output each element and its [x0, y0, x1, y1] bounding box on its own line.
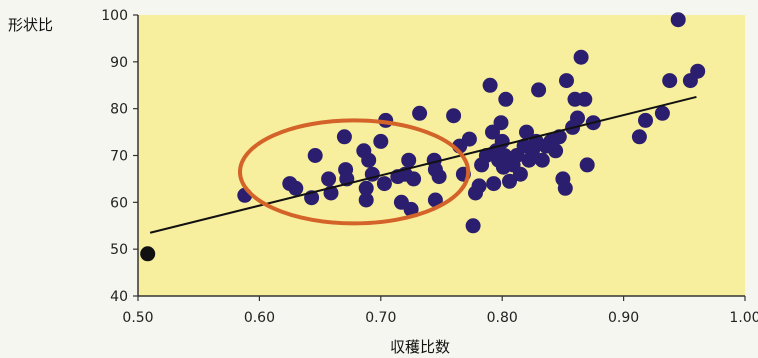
y-tick-label: 100	[101, 8, 128, 24]
data-point	[548, 143, 564, 159]
x-tick-label: 0.70	[365, 310, 396, 326]
data-point	[519, 124, 534, 140]
data-point	[690, 63, 706, 79]
x-tick-label: 0.50	[122, 310, 153, 326]
x-tick-label: 0.80	[487, 310, 518, 326]
data-point	[373, 133, 389, 149]
data-point	[358, 180, 374, 196]
data-point	[662, 73, 678, 89]
data-point	[412, 105, 428, 121]
data-point	[559, 73, 574, 89]
data-point	[446, 108, 462, 124]
y-tick-label: 40	[110, 289, 128, 305]
data-point	[361, 152, 377, 168]
y-axis-title: 形状比	[8, 16, 53, 34]
data-point	[534, 152, 550, 168]
data-point	[512, 166, 528, 182]
trend-line	[149, 95, 697, 234]
data-point	[403, 201, 419, 217]
data-point	[579, 157, 595, 173]
data-point	[531, 82, 547, 98]
data-point	[557, 180, 573, 196]
x-tick-label: 0.60	[244, 310, 275, 326]
y-tick-label: 90	[110, 55, 128, 71]
data-point	[427, 192, 443, 208]
data-point	[482, 77, 498, 93]
highlight-ellipse	[237, 118, 471, 226]
y-tick-label: 80	[110, 102, 128, 118]
data-point	[654, 105, 670, 121]
data-point	[638, 112, 653, 128]
data-point	[486, 176, 502, 192]
data-point	[471, 178, 487, 194]
data-point	[431, 169, 447, 185]
data-point	[376, 176, 392, 192]
data-point	[670, 12, 686, 28]
data-point	[465, 218, 481, 234]
data-point	[573, 49, 589, 65]
data-point	[461, 131, 477, 147]
y-tick-label: 60	[110, 195, 128, 211]
data-point	[288, 180, 304, 196]
data-point	[336, 129, 352, 145]
x-axis-title: 収穫比数	[390, 338, 450, 356]
data-point	[401, 152, 417, 168]
data-point	[321, 171, 337, 187]
data-point	[307, 148, 323, 163]
x-tick-label: 1.00	[729, 310, 758, 326]
y-tick-label: 70	[110, 149, 128, 165]
plot-background	[138, 15, 745, 296]
data-point	[577, 91, 593, 107]
data-point	[502, 173, 517, 189]
data-point	[551, 129, 567, 145]
y-tick-label: 50	[110, 242, 128, 258]
data-point	[631, 129, 647, 145]
x-tick-label: 0.90	[608, 310, 639, 326]
outlier-point	[140, 246, 156, 262]
data-point	[498, 91, 514, 107]
data-point	[358, 192, 374, 208]
data-point	[406, 171, 422, 187]
data-point	[570, 110, 585, 126]
data-point	[493, 115, 509, 131]
